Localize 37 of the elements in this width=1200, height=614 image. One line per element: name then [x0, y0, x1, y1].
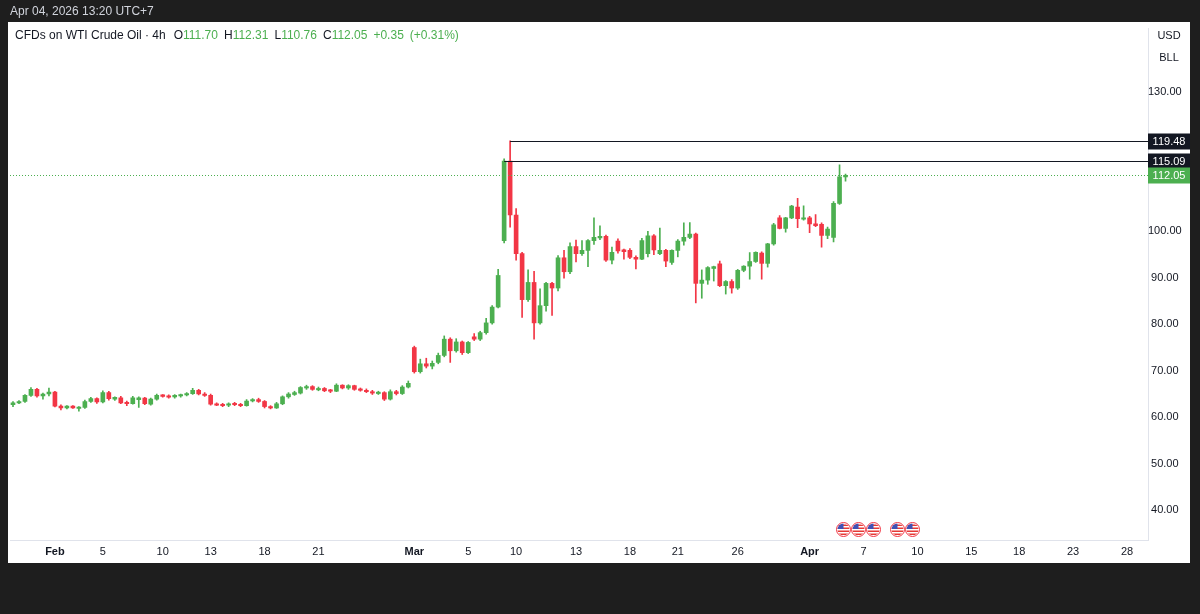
x-tick-label: 28 [1120, 544, 1134, 557]
x-tick-label: 26 [731, 544, 744, 557]
x-tick-label: 18 [258, 544, 271, 557]
y-tick-label: 70.00 [1151, 363, 1179, 376]
x-tick-label: Apr [800, 544, 820, 557]
x-tick-label: Feb [45, 544, 65, 557]
y-axis-title: USD [1156, 28, 1182, 43]
x-tick-label: 10 [509, 544, 523, 557]
y-tick-label: 100.00 [1147, 224, 1182, 237]
ref-line-label: 112.05 [1152, 168, 1186, 181]
y-tick-label: 130.00 [1147, 84, 1182, 97]
chart-title: CFDs on WTI Crude Oil · 4h [15, 28, 166, 42]
x-tick-label: 21 [312, 544, 325, 557]
x-tick-label: 23 [1067, 544, 1080, 557]
ref-line-label: 115.09 [1152, 154, 1186, 167]
x-tick-label: 10 [911, 544, 924, 557]
x-tick-label: 13 [204, 544, 217, 557]
x-tick-label: 21 [671, 544, 684, 557]
x-tick-label: 5 [99, 544, 106, 557]
x-tick-label: 15 [965, 544, 978, 557]
y-tick-label: 40.00 [1151, 503, 1179, 516]
y-tick-label: 80.00 [1151, 317, 1179, 330]
x-tick-label: 7 [860, 544, 867, 557]
y-tick-label: 60.00 [1151, 410, 1179, 423]
x-tick-label: 18 [623, 544, 637, 557]
x-tick-label: 13 [569, 544, 583, 557]
x-tick-label: 5 [465, 544, 472, 557]
x-tick-label: Mar [404, 544, 425, 557]
text: O111.70 H112.31 L110.76 C112.05 +0.35 (+0.31%) [173, 28, 459, 42]
ref-line-label: 119.48 [1152, 134, 1186, 147]
candlestick [699, 269, 705, 299]
y-tick-label: 50.00 [1151, 456, 1179, 469]
x-tick-label: 18 [1013, 544, 1026, 557]
text: BLL [1158, 50, 1180, 65]
x-tick-label: 10 [156, 544, 169, 557]
y-tick-label: 90.00 [1151, 270, 1179, 283]
text: Apr 04, 2026 13:20 UTC+7 [10, 4, 154, 18]
